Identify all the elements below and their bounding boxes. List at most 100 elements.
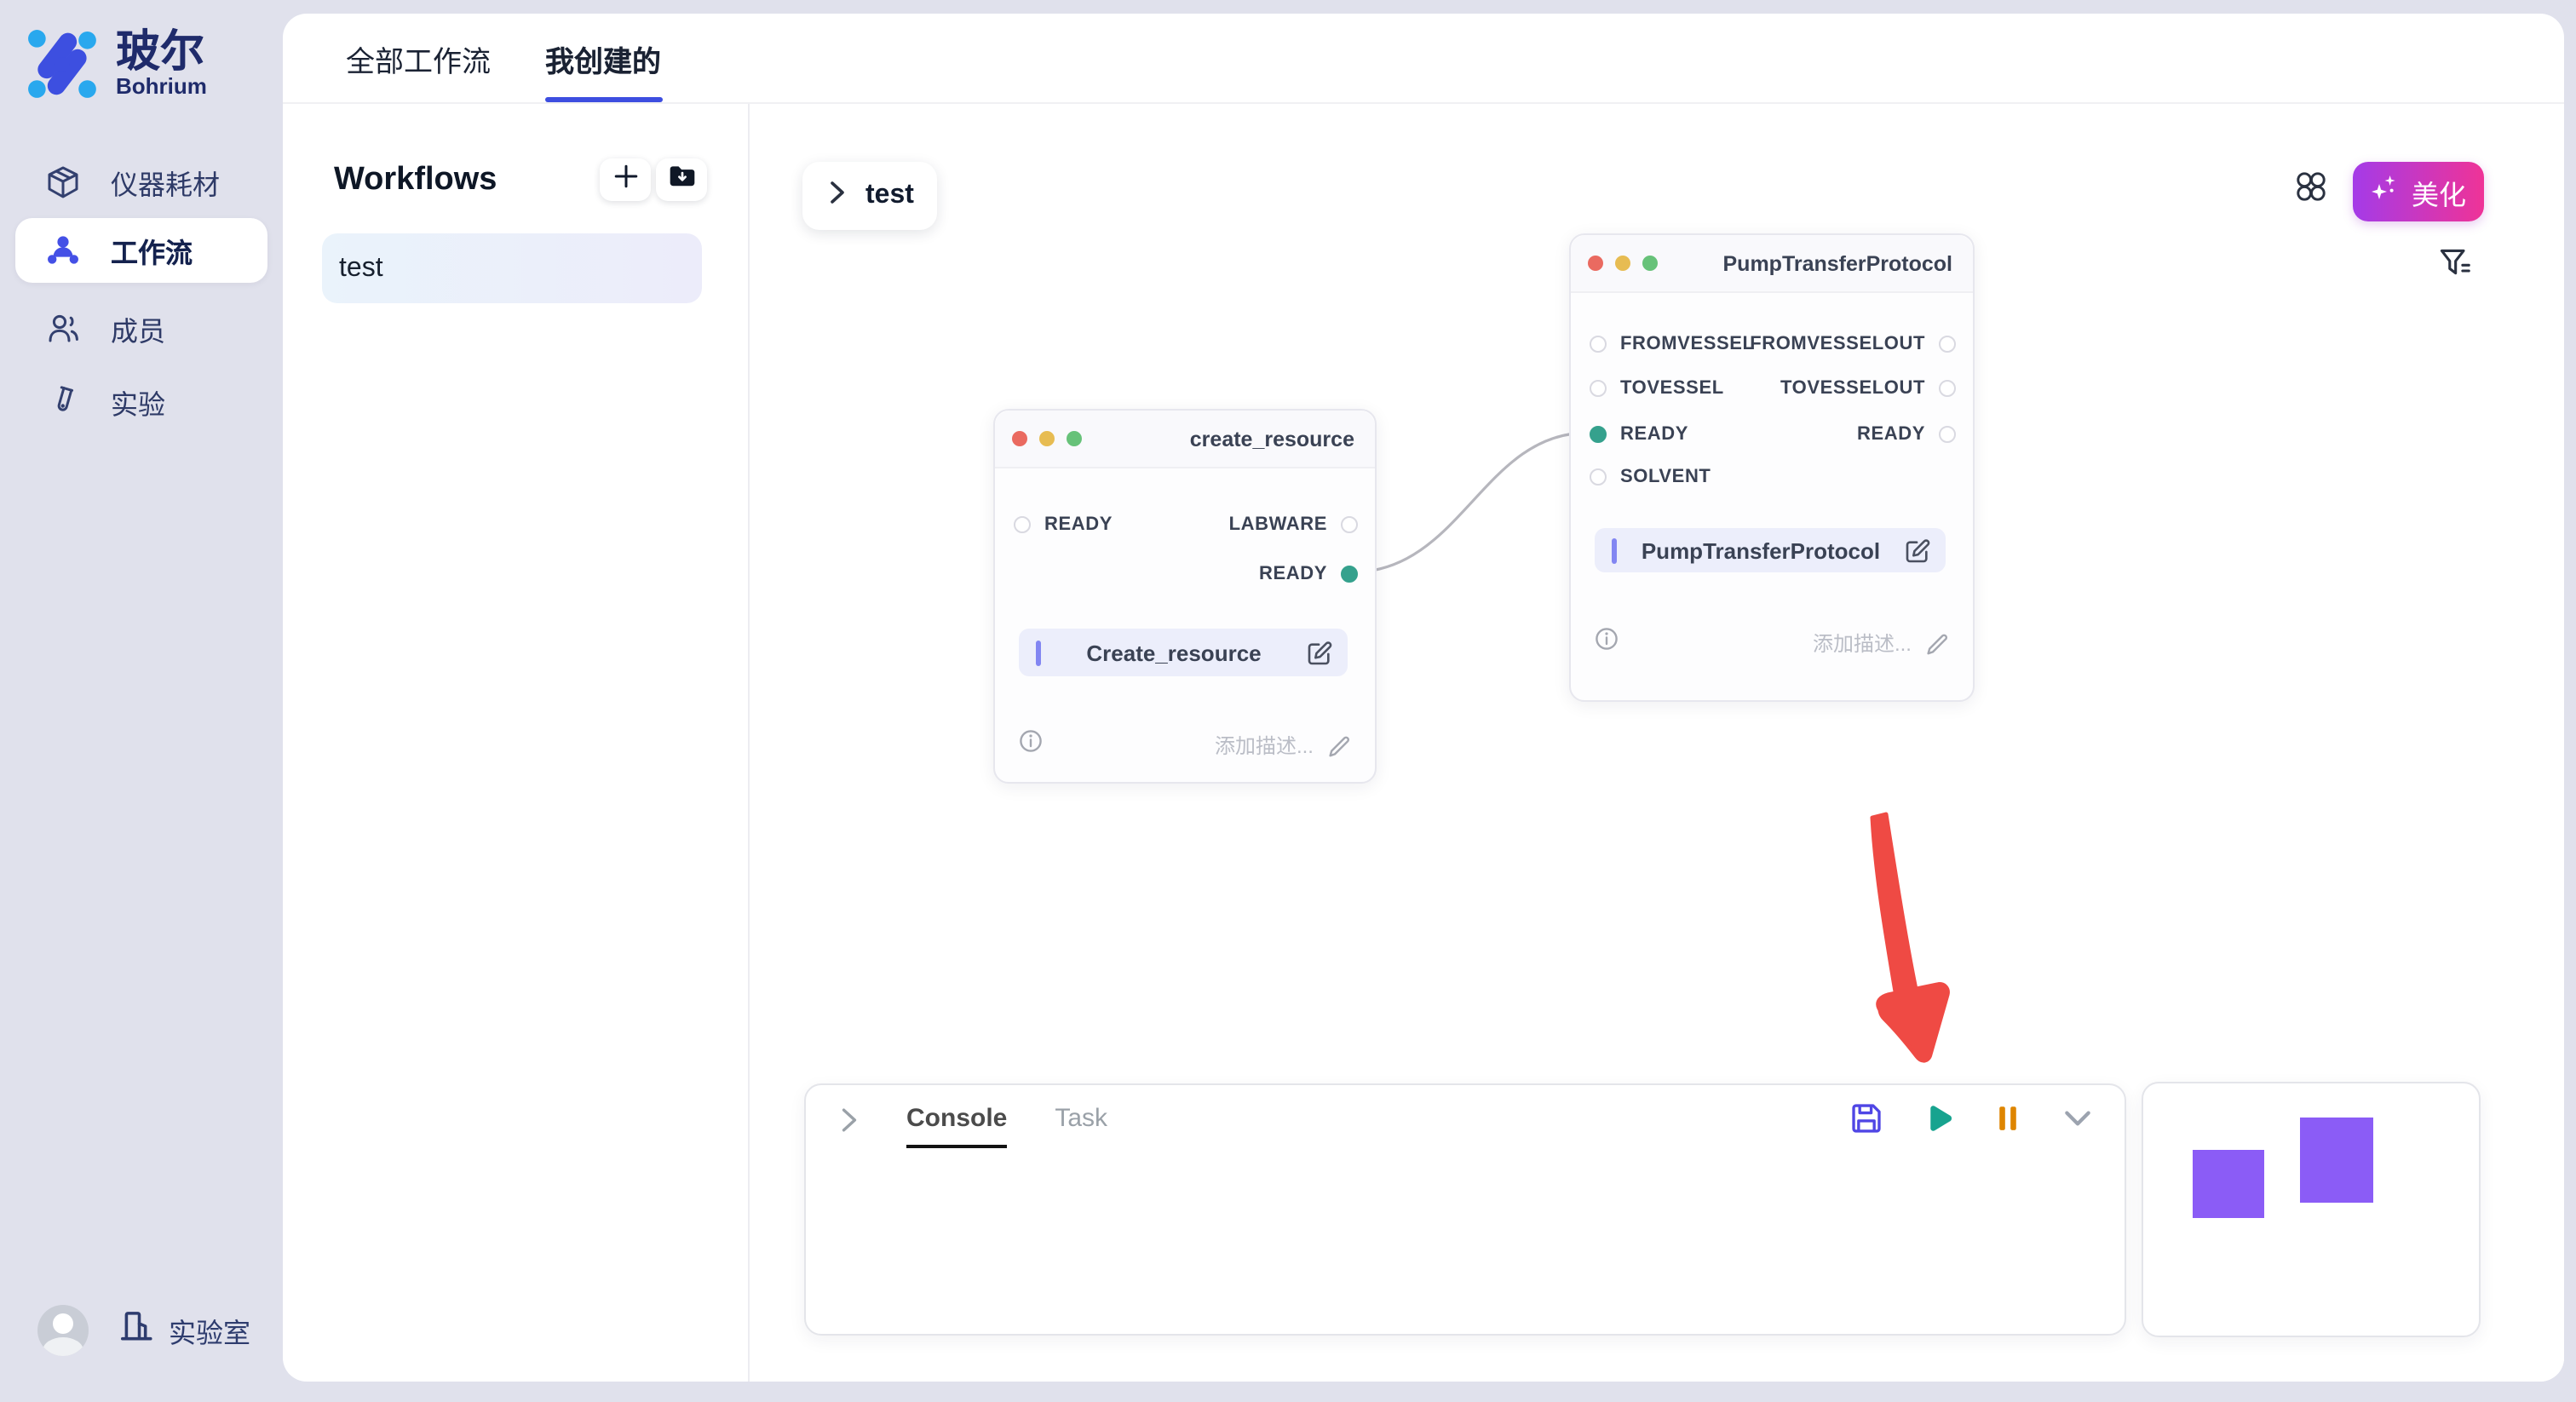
port-circle[interactable] (1590, 336, 1607, 353)
port-out-ready[interactable]: READY (1857, 419, 1956, 450)
user-avatar[interactable] (37, 1305, 89, 1356)
chevron-right-icon[interactable] (830, 180, 845, 212)
port-out-labware[interactable]: LABWARE (1229, 509, 1358, 540)
members-icon (46, 312, 80, 346)
brand-name-cn: 玻尔 (116, 26, 205, 77)
port-circle-connected[interactable] (1590, 426, 1607, 443)
port-label: TOVESSEL (1620, 378, 1724, 399)
info-icon[interactable] (1019, 729, 1043, 761)
pencil-icon[interactable] (1925, 631, 1949, 655)
port-circle[interactable] (1939, 336, 1956, 353)
port-out-ready[interactable]: READY (1259, 559, 1358, 589)
collapse-icon[interactable] (2061, 1102, 2094, 1135)
save-icon[interactable] (1850, 1102, 1883, 1135)
cursor-bar (1036, 640, 1041, 665)
sidebar-item-label: 实验 (111, 392, 166, 421)
port-label: SOLVENT (1620, 467, 1711, 487)
workflow-canvas[interactable]: test (750, 104, 2564, 1382)
description-placeholder[interactable]: 添加描述... (1214, 734, 1314, 758)
port-label: FROMVESSEL (1620, 334, 1755, 354)
beautify-button[interactable]: 美化 (2353, 162, 2484, 221)
filter-icon (2438, 249, 2472, 288)
tab-console[interactable]: Console (906, 1104, 1008, 1148)
node-footer: 添加描述... (1595, 627, 1949, 659)
port-in-ready[interactable]: READY (1590, 419, 1688, 450)
port-circle[interactable] (1939, 426, 1956, 443)
add-workflow-button[interactable] (600, 158, 651, 201)
workflows-panel-title: Workflows (334, 161, 497, 197)
port-circle[interactable] (1341, 516, 1358, 533)
node-header[interactable]: PumpTransferProtocol (1571, 235, 1973, 293)
flask-icon (46, 385, 80, 419)
port-in-solvent[interactable]: SOLVENT (1590, 462, 1711, 492)
sidebar: 玻尔 Bohrium 仪器耗材 工作流 (0, 0, 283, 1402)
port-in-ready[interactable]: READY (1014, 509, 1113, 540)
pause-icon[interactable] (1993, 1102, 2022, 1135)
node-action-label: PumpTransferProtocol (1641, 537, 1881, 563)
box-icon (46, 165, 80, 199)
node-action-button[interactable]: Create_resource (1019, 629, 1348, 676)
workflow-icon (46, 233, 80, 267)
import-workflow-button[interactable] (656, 158, 707, 201)
pencil-icon[interactable] (1327, 733, 1351, 757)
tab-task[interactable]: Task (1055, 1104, 1108, 1133)
port-in-tovessel[interactable]: TOVESSEL (1590, 373, 1724, 404)
brand-name-en: Bohrium (116, 73, 207, 99)
filter-button[interactable] (2438, 247, 2472, 281)
edit-icon[interactable] (1905, 537, 1930, 563)
cursor-bar (1612, 537, 1617, 563)
breadcrumb-label: test (865, 181, 914, 210)
edit-icon[interactable] (1307, 640, 1332, 665)
sidebar-item-instruments[interactable]: 仪器耗材 (15, 150, 267, 215)
lab-switcher[interactable]: 实验室 (119, 1308, 250, 1353)
port-label: READY (1044, 514, 1113, 535)
port-circle[interactable] (1939, 380, 1956, 397)
port-circle[interactable] (1590, 468, 1607, 486)
sidebar-item-experiments[interactable]: 实验 (15, 370, 267, 434)
sparkles-icon (2371, 173, 2400, 210)
port-label: LABWARE (1228, 514, 1327, 535)
run-icon[interactable] (1922, 1102, 1954, 1135)
brand-name: 玻尔 Bohrium (116, 27, 207, 99)
sidebar-item-members[interactable]: 成员 (15, 296, 267, 361)
tab-created-by-me[interactable]: 我创建的 (545, 45, 661, 78)
folder-download-icon (667, 163, 696, 197)
building-icon (119, 1308, 155, 1353)
node-create-resource[interactable]: create_resource READY LABWARE READY (993, 409, 1377, 784)
port-out-fromvesselout[interactable]: FROMVESSELOUT (1750, 329, 1956, 359)
node-header[interactable]: create_resource (995, 411, 1375, 468)
command-grid-icon (2294, 170, 2326, 211)
port-out-tovesselout[interactable]: TOVESSELOUT (1780, 373, 1956, 404)
sidebar-item-label: 工作流 (111, 240, 193, 269)
workflows-panel: Workflows (283, 104, 750, 1382)
minimap[interactable] (2142, 1082, 2481, 1337)
info-icon[interactable] (1595, 627, 1619, 659)
tab-all-workflows[interactable]: 全部工作流 (346, 45, 491, 78)
brand-logo[interactable]: 玻尔 Bohrium (26, 27, 207, 107)
port-in-fromvessel[interactable]: FROMVESSEL (1590, 329, 1755, 359)
workflow-list-item-test[interactable]: test (322, 233, 702, 303)
plus-icon (612, 163, 638, 197)
node-title: create_resource (1189, 427, 1354, 451)
apps-grid-button[interactable] (2291, 172, 2329, 210)
node-action-label: Create_resource (1086, 640, 1262, 665)
lab-label: 实验室 (169, 1320, 251, 1349)
node-pump-transfer-protocol[interactable]: PumpTransferProtocol FROMVESSEL TOVESSEL… (1569, 233, 1975, 702)
console-expand-icon[interactable] (840, 1107, 859, 1133)
port-label: READY (1856, 424, 1925, 445)
port-label: READY (1258, 564, 1327, 584)
sidebar-item-workflow[interactable]: 工作流 (15, 218, 267, 283)
node-action-button[interactable]: PumpTransferProtocol (1595, 528, 1946, 572)
main-card: 全部工作流 我创建的 Workflows (283, 14, 2564, 1382)
sidebar-item-label: 仪器耗材 (111, 172, 221, 201)
workspace-tabbar: 全部工作流 我创建的 (283, 14, 2564, 104)
traffic-dots-icon (1012, 431, 1082, 446)
breadcrumb[interactable]: test (802, 162, 937, 230)
port-circle[interactable] (1014, 516, 1031, 533)
port-circle-connected[interactable] (1341, 566, 1358, 583)
beautify-label: 美化 (2411, 181, 2466, 210)
description-placeholder[interactable]: 添加描述... (1812, 632, 1912, 656)
port-circle[interactable] (1590, 380, 1607, 397)
sidebar-item-label: 成员 (111, 319, 166, 348)
